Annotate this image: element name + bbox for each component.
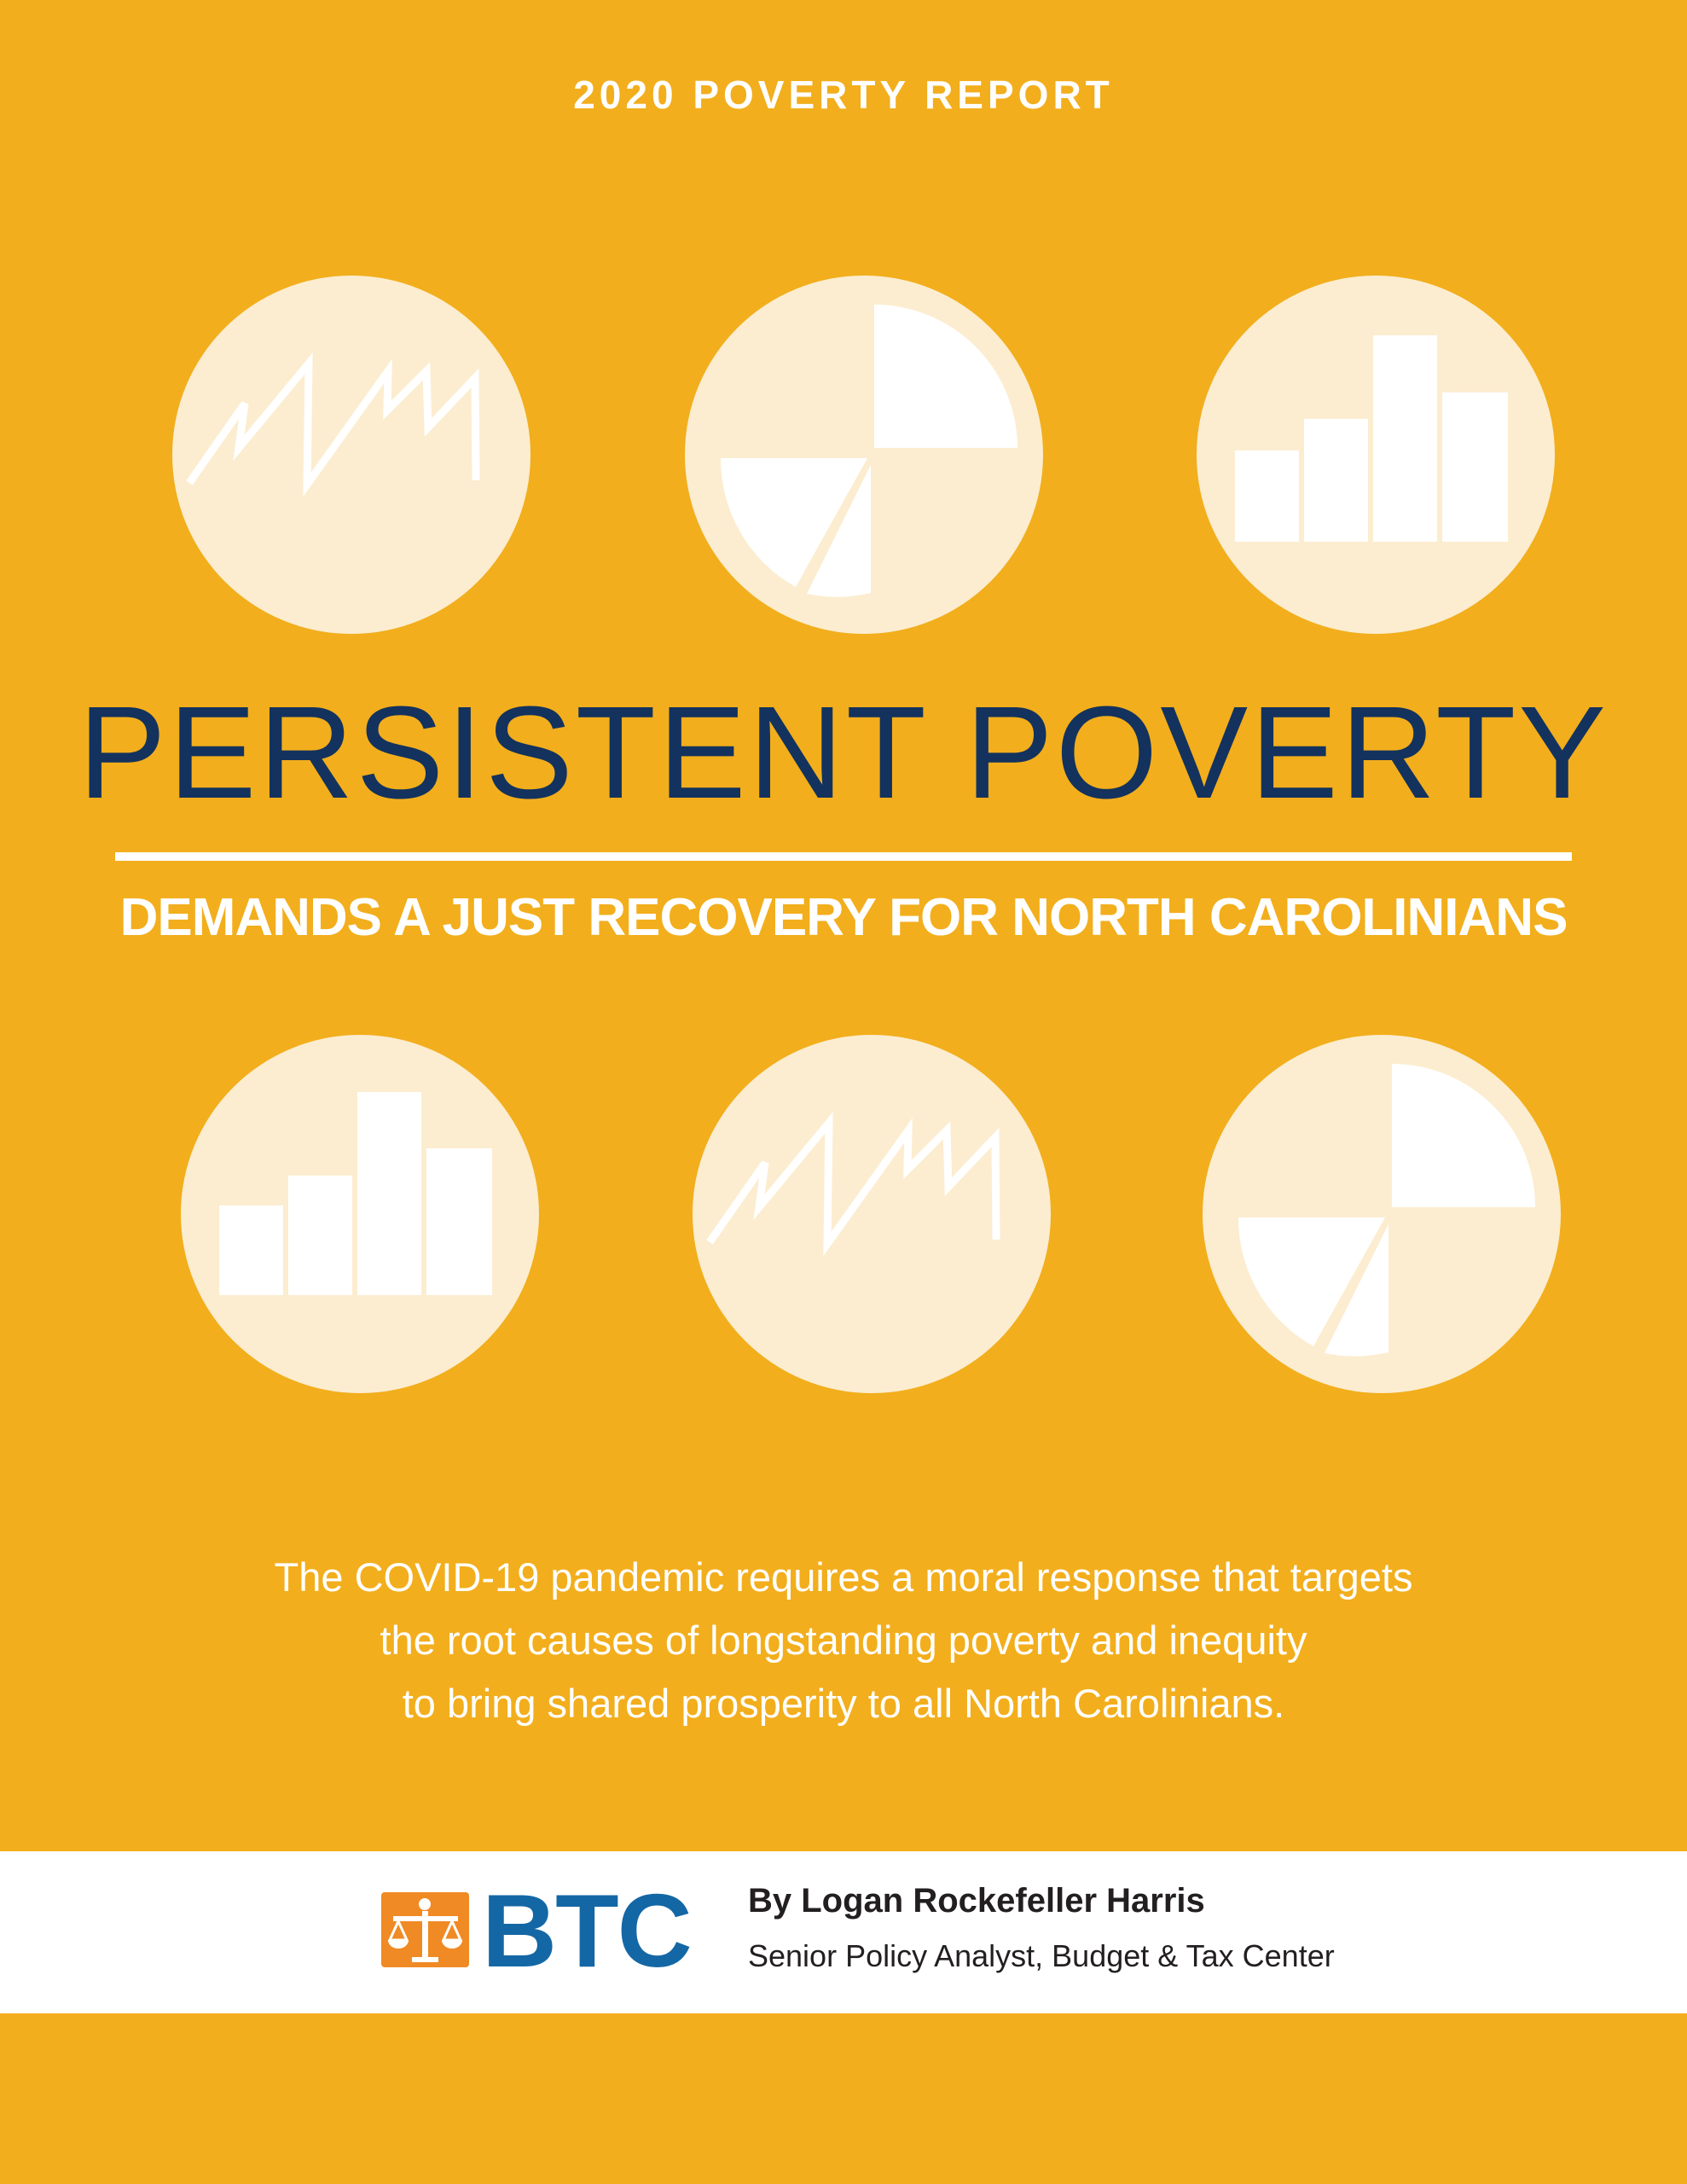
intro-line: The COVID-19 pandemic requires a moral r… xyxy=(274,1554,1413,1600)
intro-line: to bring shared prosperity to all North … xyxy=(402,1681,1285,1726)
btc-logo-text: BTC xyxy=(482,1873,693,1989)
bar-chart-icon xyxy=(1197,276,1555,634)
author-name: By Logan Rockefeller Harris xyxy=(748,1882,1205,1920)
page-subtitle: DEMANDS A JUST RECOVERY FOR NORTH CAROLI… xyxy=(119,888,1568,947)
line-chart-icon xyxy=(172,276,530,634)
page-title: PERSISTENT POVERTY xyxy=(78,679,1609,826)
intro-line: the root causes of longstanding poverty … xyxy=(380,1618,1307,1663)
title-divider xyxy=(115,852,1572,861)
line-chart-icon xyxy=(693,1035,1051,1393)
footer-band xyxy=(0,1851,1687,2013)
intro-text: The COVID-19 pandemic requires a moral r… xyxy=(0,1546,1687,1735)
bar-chart-icon xyxy=(181,1035,539,1393)
report-label: 2020 POVERTY REPORT xyxy=(573,73,1114,117)
pie-chart-icon xyxy=(1203,1035,1561,1393)
scales-of-justice-icon xyxy=(381,1892,469,1967)
pie-chart-icon xyxy=(685,276,1043,634)
author-role: Senior Policy Analyst, Budget & Tax Cent… xyxy=(748,1938,1335,1973)
